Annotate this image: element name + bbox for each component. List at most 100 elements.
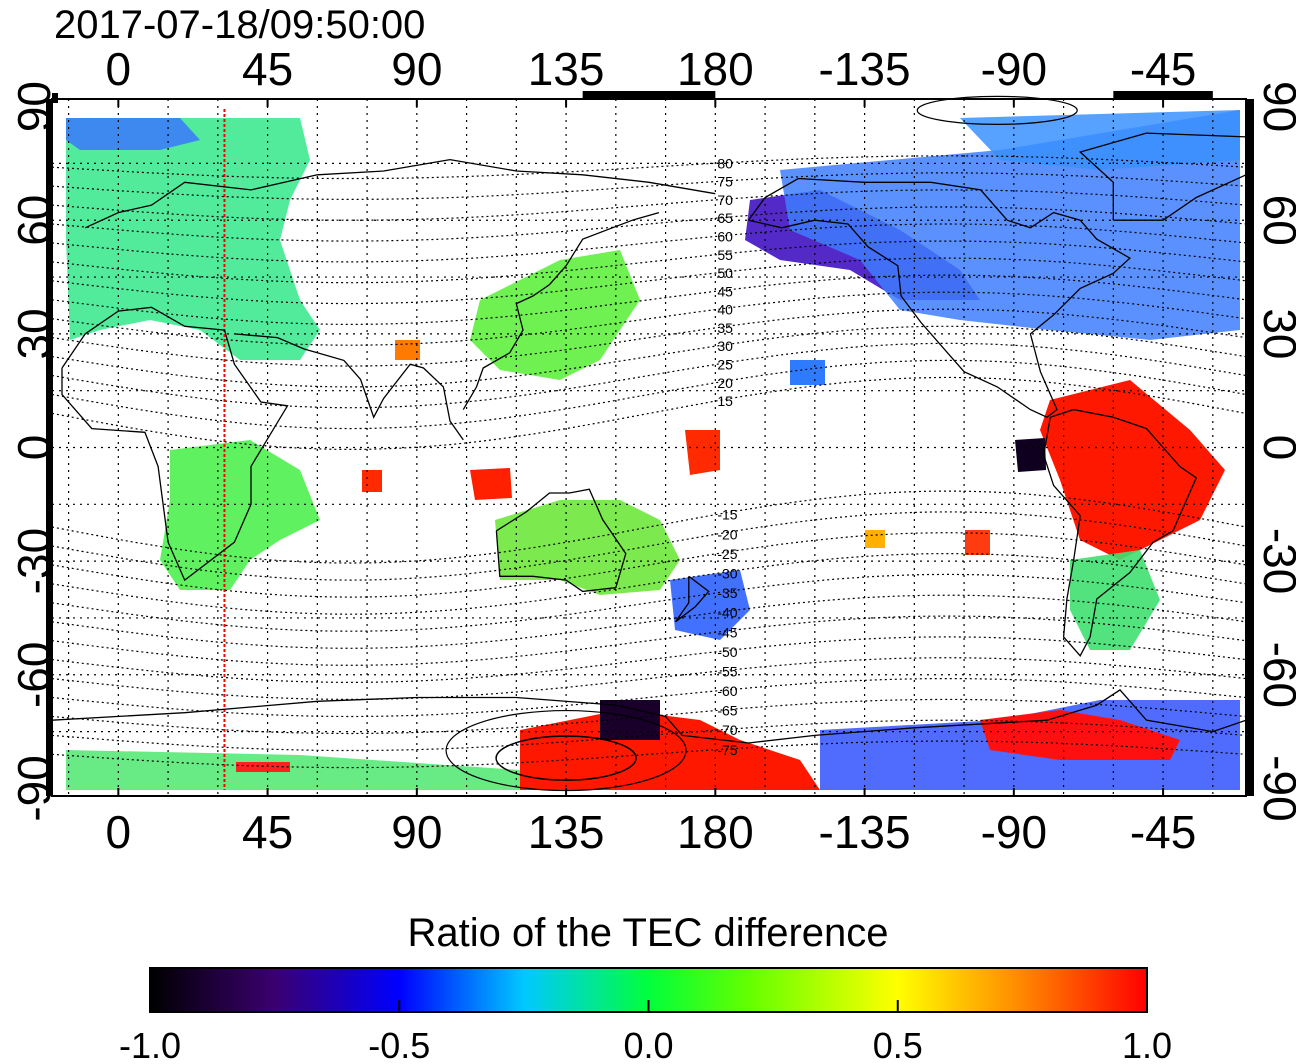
maglat-label: -15: [717, 507, 737, 523]
map-tick-labels: 0 0 45 45 90 90 135 135 180 180 -135 -135 -90 -90 -45 -…: [8, 43, 1296, 858]
timestamp-label: 2017-07-18/09:50:00: [54, 3, 425, 47]
maglat-label: -20: [717, 526, 737, 542]
maglat-label: 65: [717, 210, 733, 226]
maglat-label: 40: [717, 302, 733, 318]
frame-bar-top: [582, 91, 716, 99]
tec-blob-north-pole-blue: [66, 118, 200, 150]
tec-blob-europe: [66, 118, 320, 360]
maglat-label: 25: [717, 357, 733, 373]
right-lat-label: 30: [1254, 308, 1296, 359]
maglat-label: 15: [717, 393, 733, 409]
maglat-label: -30: [717, 566, 737, 582]
maglat-label: 50: [717, 265, 733, 281]
colorbar-title: Ratio of the TEC difference: [407, 911, 888, 955]
maglat-label: 20: [717, 375, 733, 391]
maglat-contour: [51, 274, 1247, 326]
right-lat-label: -30: [1254, 528, 1296, 594]
top-lon-label: -135: [819, 43, 911, 95]
maglat-label: -75: [717, 742, 737, 758]
bottom-lon-label: 90: [391, 806, 442, 858]
maglat-contour: [51, 594, 1247, 649]
bottom-lon-label: 180: [677, 806, 754, 858]
map-frame: [46, 91, 1254, 797]
coastline: [674, 575, 710, 623]
coastline: [234, 333, 464, 441]
coastline: [84, 158, 716, 229]
left-lat-label: -60: [8, 642, 60, 708]
coastline: [747, 177, 1131, 418]
colorbar-tick-label: 1.0: [1122, 1025, 1172, 1064]
top-lon-label: 180: [677, 43, 754, 95]
maglat-label: -40: [717, 605, 737, 621]
maglat-label: -65: [717, 703, 737, 719]
maglat-contour: [51, 376, 1247, 451]
maglat-label: -35: [717, 585, 737, 601]
maglat-contour: [51, 308, 1247, 367]
coastline: [462, 211, 660, 410]
maglat-label: -45: [717, 624, 737, 640]
maglat-contour: [51, 573, 1247, 632]
maglat-contour: [51, 490, 1247, 564]
left-lat-label: 60: [8, 195, 60, 246]
maglat-contour: [51, 257, 1247, 305]
maglat-contour: [51, 155, 1247, 180]
maglat-contour: [51, 615, 1247, 666]
bottom-lon-label: -135: [819, 806, 911, 858]
left-lat-label: 0: [8, 435, 60, 461]
maglat-contour: [51, 342, 1247, 409]
maglat-contour-south-pole: [495, 735, 637, 781]
tec-blob-south-america-red: [1040, 380, 1225, 560]
tec-patch-pacific-3: [865, 530, 885, 548]
bottom-lon-label: 45: [242, 806, 293, 858]
tec-blob-antarctic-green: [66, 750, 520, 790]
right-lat-label: -90: [1254, 755, 1296, 821]
left-lat-label: -30: [8, 528, 60, 594]
maglat-contour-north-pole: [916, 95, 1078, 125]
maglat-contour: [51, 740, 1247, 769]
tec-patch-india: [395, 340, 420, 360]
tec-patch-indian-ocean: [362, 470, 382, 492]
colorbar-ticks: -1.0 -0.5 0.0 0.5 1.0: [119, 1000, 1172, 1064]
left-lat-label: 30: [8, 308, 60, 359]
maglat-label: -50: [717, 644, 737, 660]
maglat-contour: [51, 291, 1247, 346]
left-lat-label: 90: [8, 81, 60, 132]
magnetic-latitude-labels: 80 75 70 65 60 55 50 45 40 35 30 25 20 15 -15 -20 -25 -30…: [717, 155, 737, 757]
tec-blob-pacific-red: [685, 430, 720, 475]
maglat-label: 75: [717, 174, 733, 190]
tec-blob-south-america-green: [1070, 550, 1160, 650]
colorbar-tick-label: -1.0: [119, 1025, 181, 1064]
maglat-label: 45: [717, 283, 733, 299]
coastlines: [51, 132, 1247, 744]
tec-blob-indonesia-red: [470, 468, 512, 500]
map-grid: [52, 99, 1246, 796]
maglat-label: -25: [717, 546, 737, 562]
tec-patch-pacific-2: [965, 530, 990, 555]
maglat-contour: [51, 511, 1247, 581]
right-lat-label: 60: [1254, 195, 1296, 246]
tec-patch-pacific-blue: [790, 360, 825, 385]
maglat-contour: [51, 189, 1247, 221]
tec-blob-antarctic-red-west: [236, 762, 290, 772]
top-lon-label: 45: [242, 43, 293, 95]
bottom-lon-label: 0: [106, 806, 132, 858]
tec-blob-greenland-blue: [960, 110, 1240, 170]
maglat-contour: [51, 172, 1247, 201]
colorbar-tick-label: -0.5: [368, 1025, 430, 1064]
maglat-contour: [51, 719, 1247, 752]
maglat-contour: [51, 359, 1247, 430]
frame-bar-left: [46, 99, 52, 796]
top-lon-label: -45: [1130, 43, 1196, 95]
maglat-label: 55: [717, 247, 733, 263]
maglat-contour: [51, 636, 1247, 684]
tec-blob-antarctic-dark: [600, 700, 660, 740]
coastline: [51, 689, 1247, 744]
magnetic-latitude-contours: [51, 95, 1247, 792]
top-lon-label: 0: [106, 43, 132, 95]
frame-bar-top: [1113, 91, 1213, 99]
left-lat-label: -90: [8, 755, 60, 821]
maglat-label: -55: [717, 663, 737, 679]
maglat-label: 30: [717, 338, 733, 354]
coastline: [61, 306, 289, 582]
colorbar-tick-label: 0.5: [873, 1025, 923, 1064]
